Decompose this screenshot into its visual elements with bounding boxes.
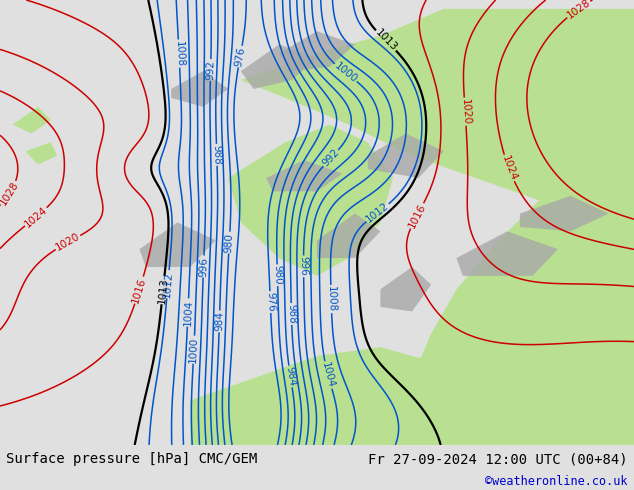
Text: ©weatheronline.co.uk: ©weatheronline.co.uk [485, 475, 628, 489]
Polygon shape [520, 196, 609, 231]
Polygon shape [266, 160, 342, 191]
Text: 1008: 1008 [326, 286, 337, 312]
Polygon shape [171, 71, 228, 107]
Polygon shape [380, 267, 431, 312]
Polygon shape [279, 31, 355, 71]
Polygon shape [13, 107, 51, 133]
Polygon shape [139, 222, 216, 267]
Text: 976: 976 [265, 292, 276, 312]
Polygon shape [380, 200, 634, 445]
Polygon shape [241, 9, 634, 200]
Text: 1016: 1016 [131, 276, 148, 304]
Text: 996: 996 [299, 256, 309, 276]
Text: 984: 984 [214, 311, 224, 332]
Polygon shape [241, 45, 317, 89]
Text: Fr 27-09-2024 12:00 UTC (00+84): Fr 27-09-2024 12:00 UTC (00+84) [368, 452, 628, 466]
Polygon shape [456, 231, 558, 276]
Text: 988: 988 [212, 145, 222, 165]
Polygon shape [520, 258, 583, 294]
Text: 1024: 1024 [23, 205, 49, 229]
Text: 984: 984 [284, 366, 297, 387]
Text: 996: 996 [198, 256, 209, 276]
Text: 1008: 1008 [173, 40, 184, 67]
Text: 1028: 1028 [0, 180, 20, 207]
Text: 980: 980 [272, 265, 283, 285]
Text: 1000: 1000 [188, 337, 200, 363]
Text: 1012: 1012 [162, 270, 174, 298]
Text: 1013: 1013 [373, 27, 399, 53]
Text: 1004: 1004 [183, 299, 193, 326]
Text: 976: 976 [233, 46, 247, 67]
Text: 1028: 1028 [565, 0, 592, 21]
Text: 1000: 1000 [332, 61, 359, 85]
Text: 1013: 1013 [157, 276, 169, 304]
Polygon shape [25, 143, 57, 165]
Text: 1024: 1024 [500, 154, 518, 182]
Polygon shape [571, 329, 621, 365]
Text: 1016: 1016 [406, 202, 427, 230]
Text: 980: 980 [224, 232, 235, 253]
Polygon shape [368, 133, 444, 178]
Text: Surface pressure [hPa] CMC/GEM: Surface pressure [hPa] CMC/GEM [6, 452, 257, 466]
Polygon shape [190, 347, 444, 445]
Text: 1004: 1004 [320, 361, 336, 389]
Text: 992: 992 [320, 147, 341, 169]
Text: 988: 988 [286, 304, 297, 324]
Text: 1020: 1020 [459, 98, 471, 125]
Text: 992: 992 [205, 60, 216, 80]
Text: 1012: 1012 [364, 201, 391, 225]
Polygon shape [476, 347, 526, 383]
Text: 1020: 1020 [54, 231, 82, 253]
Polygon shape [317, 214, 380, 258]
Polygon shape [228, 124, 393, 276]
